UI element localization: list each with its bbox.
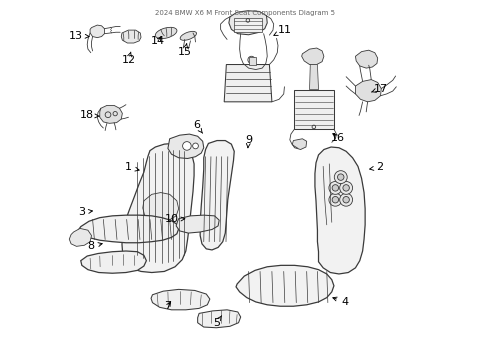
Text: 16: 16 bbox=[331, 133, 344, 143]
Text: 2024 BMW X6 M Front Seat Components Diagram 5: 2024 BMW X6 M Front Seat Components Diag… bbox=[155, 10, 335, 16]
Text: 5: 5 bbox=[213, 316, 221, 328]
Polygon shape bbox=[122, 30, 141, 43]
Ellipse shape bbox=[180, 31, 196, 40]
Text: 1: 1 bbox=[125, 162, 139, 172]
Circle shape bbox=[338, 174, 344, 180]
Circle shape bbox=[343, 185, 349, 191]
Circle shape bbox=[332, 185, 339, 191]
Text: 18: 18 bbox=[79, 111, 99, 121]
Polygon shape bbox=[81, 251, 147, 273]
Circle shape bbox=[248, 56, 255, 63]
Text: 4: 4 bbox=[333, 297, 349, 307]
Circle shape bbox=[334, 171, 347, 184]
Text: 10: 10 bbox=[165, 215, 185, 224]
Text: 11: 11 bbox=[274, 25, 292, 35]
Circle shape bbox=[340, 193, 353, 206]
Circle shape bbox=[340, 181, 353, 194]
Text: 7: 7 bbox=[164, 301, 171, 311]
Polygon shape bbox=[90, 25, 104, 38]
Polygon shape bbox=[294, 90, 334, 129]
Text: 15: 15 bbox=[178, 44, 192, 57]
Polygon shape bbox=[310, 64, 318, 90]
Circle shape bbox=[329, 181, 342, 194]
Polygon shape bbox=[293, 139, 307, 149]
Circle shape bbox=[105, 112, 111, 118]
Circle shape bbox=[329, 193, 342, 206]
Text: 13: 13 bbox=[69, 31, 89, 41]
Circle shape bbox=[332, 197, 339, 203]
Polygon shape bbox=[355, 50, 378, 68]
Text: 17: 17 bbox=[371, 84, 389, 94]
Circle shape bbox=[193, 143, 198, 149]
Polygon shape bbox=[76, 215, 179, 243]
Polygon shape bbox=[197, 310, 241, 328]
Polygon shape bbox=[315, 147, 365, 274]
Polygon shape bbox=[200, 140, 234, 250]
Text: 2: 2 bbox=[369, 162, 383, 172]
Polygon shape bbox=[100, 105, 122, 123]
Text: 14: 14 bbox=[151, 36, 165, 46]
Circle shape bbox=[113, 112, 117, 116]
Text: 12: 12 bbox=[122, 52, 136, 65]
Text: 9: 9 bbox=[245, 135, 252, 148]
Polygon shape bbox=[122, 143, 194, 273]
Text: 6: 6 bbox=[193, 121, 202, 133]
Polygon shape bbox=[302, 48, 324, 64]
Polygon shape bbox=[143, 193, 179, 221]
Polygon shape bbox=[176, 215, 219, 233]
Polygon shape bbox=[234, 18, 262, 32]
Polygon shape bbox=[224, 64, 272, 102]
Polygon shape bbox=[69, 228, 92, 246]
Text: 3: 3 bbox=[78, 207, 93, 217]
Polygon shape bbox=[248, 57, 256, 64]
Polygon shape bbox=[229, 11, 267, 35]
Polygon shape bbox=[168, 134, 204, 158]
Polygon shape bbox=[236, 265, 334, 306]
Circle shape bbox=[343, 197, 349, 203]
Polygon shape bbox=[355, 80, 381, 102]
Polygon shape bbox=[151, 289, 210, 310]
Ellipse shape bbox=[155, 27, 177, 39]
Circle shape bbox=[183, 141, 191, 150]
Text: 8: 8 bbox=[87, 241, 102, 251]
